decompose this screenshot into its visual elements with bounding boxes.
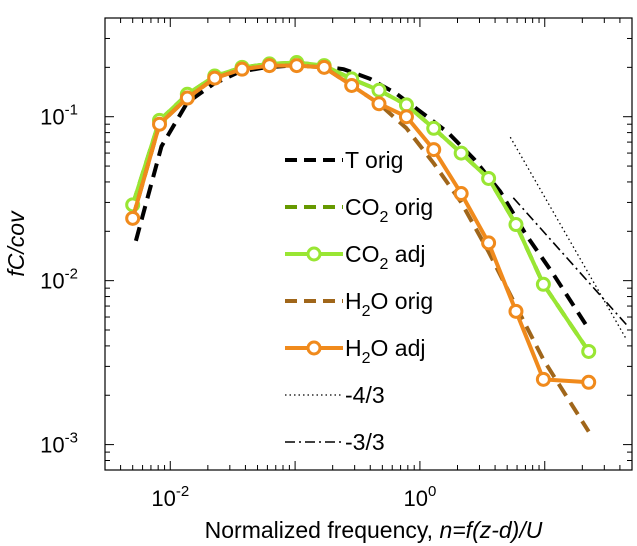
- legend-label-main: -4/3: [345, 382, 385, 408]
- y-tick-base: 10: [40, 105, 64, 130]
- series-point: [453, 186, 469, 202]
- series-layer: [125, 55, 627, 433]
- x-axis-label-formula: n=f(z-d)/U: [439, 517, 542, 543]
- series-point: [371, 82, 387, 98]
- series-point: [234, 61, 250, 77]
- legend-label-main: -3/3: [345, 429, 385, 455]
- series-point: [535, 371, 551, 387]
- legend-label-main: H: [345, 335, 362, 361]
- series-point: [398, 109, 414, 125]
- y-tick-exponent: -3: [65, 430, 78, 447]
- series-line: [509, 136, 627, 340]
- legend-entry: H2O adj: [285, 335, 426, 367]
- legend-label-rest: O adj: [371, 335, 426, 361]
- legend-label-rest: orig: [388, 194, 433, 220]
- y-tick-exponent: -1: [65, 102, 78, 119]
- series-point: [261, 58, 277, 74]
- legend-entry: -4/3: [285, 382, 385, 408]
- series-point: [426, 120, 442, 136]
- series-point: [152, 116, 168, 132]
- x-tick-base: 10: [404, 486, 428, 511]
- series-point: [581, 343, 597, 359]
- series-point: [535, 276, 551, 292]
- y-tick-base: 10: [40, 433, 64, 458]
- series-point: [426, 142, 442, 158]
- legend-label: H2O orig: [345, 288, 433, 320]
- legend-label-rest: adj: [388, 241, 425, 267]
- series-point: [581, 374, 597, 390]
- legend-label-subscript: 2: [362, 350, 371, 367]
- legend-label-main: CO: [345, 194, 380, 220]
- legend-label-subscript: 2: [362, 303, 371, 320]
- legend-label: T orig: [345, 147, 403, 173]
- series-point: [481, 235, 497, 251]
- series-point: [316, 59, 332, 75]
- legend-entry: H2O orig: [285, 288, 433, 320]
- x-axis-label: Normalized frequency, n=f(z-d)/U: [205, 517, 543, 543]
- series-point: [179, 90, 195, 106]
- x-tick-label: 10-2: [151, 483, 189, 511]
- legend-label: -4/3: [345, 382, 385, 408]
- series-4-3: [509, 136, 627, 340]
- series-point: [508, 217, 524, 233]
- legend-label: H2O adj: [345, 335, 426, 367]
- y-axis-label: fC/cov: [3, 210, 29, 277]
- x-tick-label: 100: [404, 483, 437, 511]
- series-point: [508, 303, 524, 319]
- y-tick-label: 10-3: [40, 430, 78, 458]
- series-point: [481, 170, 497, 186]
- series-h2o-adj: [125, 58, 597, 390]
- legend-entry: T orig: [285, 147, 403, 173]
- plot-frame: [104, 17, 633, 471]
- y-tick-base: 10: [40, 269, 64, 294]
- series-point: [289, 58, 305, 74]
- legend-label: CO2 adj: [345, 241, 426, 273]
- series-point: [371, 96, 387, 112]
- legend-entry: CO2 adj: [285, 241, 426, 273]
- y-tick-label: 10-1: [40, 102, 78, 130]
- series-point: [453, 145, 469, 161]
- legend-entry: -3/3: [285, 429, 385, 455]
- legend-label-subscript: 2: [380, 256, 389, 273]
- legend-entry: CO2 orig: [285, 194, 433, 226]
- x-tick-exponent: 0: [428, 483, 436, 500]
- series-point: [398, 97, 414, 113]
- y-tick-exponent: -2: [65, 266, 78, 283]
- series-point: [344, 78, 360, 94]
- legend-label-main: T orig: [345, 147, 403, 173]
- x-tick-exponent: -2: [176, 483, 189, 500]
- legend-marker: [306, 246, 322, 262]
- legend-marker: [306, 340, 322, 356]
- x-tick-base: 10: [151, 486, 175, 511]
- series-point: [207, 70, 223, 86]
- legend-label: -3/3: [345, 429, 385, 455]
- legend-label-subscript: 2: [380, 209, 389, 226]
- legend-label-rest: O orig: [371, 288, 434, 314]
- series-line: [512, 197, 627, 326]
- legend-label: CO2 orig: [345, 194, 433, 226]
- legend-label-main: CO: [345, 241, 380, 267]
- x-axis-label-prefix: Normalized frequency,: [205, 517, 440, 543]
- y-tick-label: 10-2: [40, 266, 78, 294]
- series-point: [125, 210, 141, 226]
- series-3-3: [512, 197, 627, 326]
- legend-label-main: H: [345, 288, 362, 314]
